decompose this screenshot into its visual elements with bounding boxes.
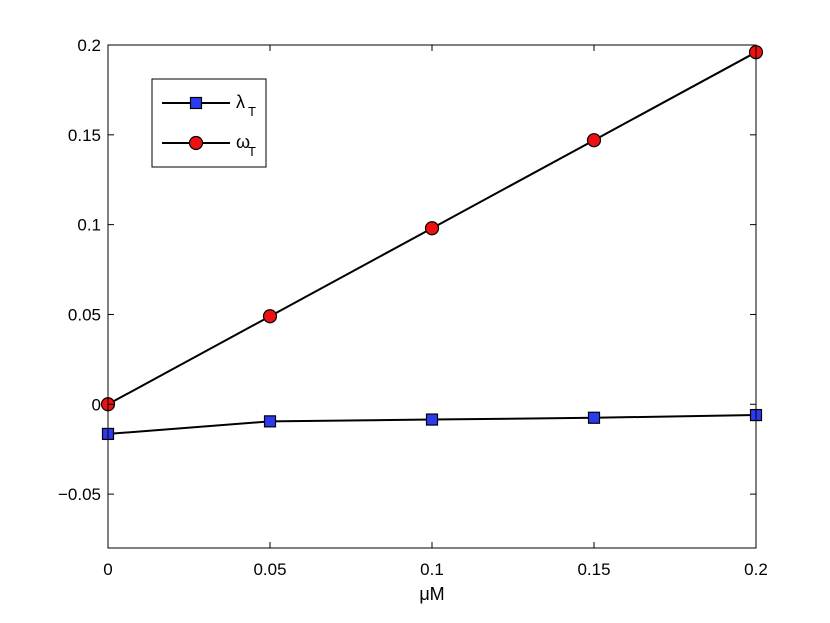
data-point-circle-1-1 — [262, 309, 278, 324]
legend-label-subscript-1: T — [248, 144, 256, 159]
axes: 0 0.05 0.1 0.15 0.2 −0.05 0 0.05 0.1 0.15 0.2 μM — [58, 36, 768, 604]
legend-label-subscript-0: T — [248, 104, 256, 119]
y-tick-label: 0.2 — [77, 36, 101, 55]
legend: λ TωT — [151, 78, 267, 168]
y-tick-label: 0.15 — [68, 126, 101, 145]
data-point-circle-1-3 — [586, 133, 602, 148]
x-tick-label: 0.2 — [744, 560, 768, 579]
y-tick-label: 0.1 — [77, 216, 101, 235]
x-tick-label: 0 — [103, 560, 112, 579]
data-point-square-0-3 — [587, 411, 601, 424]
legend-label-0: λ — [236, 92, 245, 112]
y-tick-label: −0.05 — [58, 485, 101, 504]
x-axis-label: μM — [419, 584, 444, 604]
data-point-square-0-2 — [425, 413, 439, 426]
data-point-square-0-1 — [263, 415, 277, 428]
data-point-circle-1-2 — [424, 221, 440, 236]
legend-marker-square — [189, 96, 203, 110]
y-tick-label: 0 — [92, 395, 101, 414]
legend-box — [151, 78, 267, 168]
y-tick-label: 0.05 — [68, 305, 101, 324]
legend-label-1: ω — [236, 132, 250, 152]
x-tick-label: 0.1 — [420, 560, 444, 579]
x-tick-label: 0.05 — [253, 560, 286, 579]
x-tick-label: 0.15 — [577, 560, 610, 579]
legend-marker-circle — [188, 135, 204, 151]
